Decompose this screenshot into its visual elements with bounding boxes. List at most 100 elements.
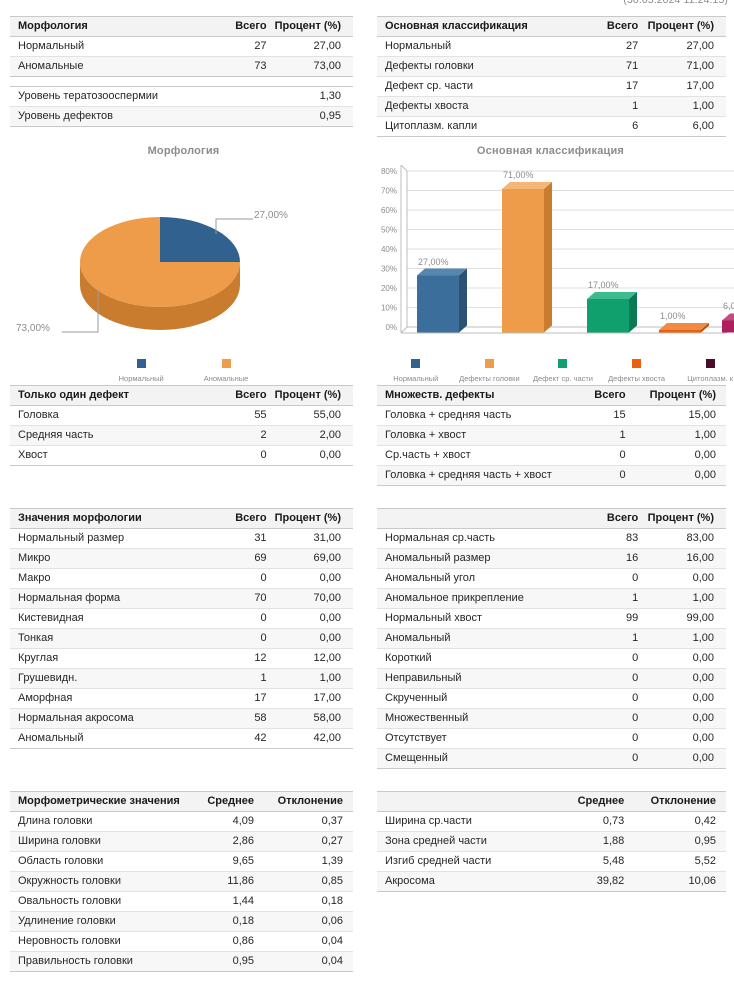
col-header-total: Всего	[572, 16, 643, 37]
row-label: Грушевидн.	[18, 672, 78, 684]
svg-text:80%: 80%	[381, 167, 397, 176]
row-sd: 0,95	[694, 835, 716, 847]
row-percent: 0,00	[692, 692, 714, 704]
table-header-row: Только один дефект Всего Процент (%)	[10, 385, 353, 406]
bar-normal[interactable]	[417, 268, 467, 333]
morphology-values-left-block: Значения морфологии Всего Процент (%) Но…	[0, 508, 367, 769]
morphology-values-right-body: Нормальная ср.часть 83 83,00 Аномальный ра…	[377, 529, 726, 769]
row-label: Средняя часть	[18, 429, 94, 441]
row-label: Макро	[18, 572, 51, 584]
bar-midpiece-defects[interactable]	[587, 292, 637, 333]
row-mean: 2,86	[232, 835, 254, 847]
row-total: 0	[632, 572, 639, 584]
pie-legend-item-abnormal[interactable]: Аномальные	[203, 359, 249, 383]
col-header-mean: Среднее	[183, 791, 258, 812]
row-label: Головка + средняя часть + хвост	[385, 469, 552, 481]
pie-slice-normal[interactable]	[160, 217, 240, 262]
row-mean: 39,82	[596, 875, 625, 887]
row-total: 0	[632, 752, 639, 764]
table-row: Нормальная ср.часть 83 83,00	[377, 529, 726, 549]
row-percent: 0,00	[319, 632, 341, 644]
table-row: Изгиб средней части 5,48 5,52	[377, 852, 726, 872]
row-mean: 4,09	[232, 815, 254, 827]
table-row: Тонкая 0 0,00	[10, 628, 353, 649]
bar-legend-item-normal[interactable]: Нормальный	[379, 359, 453, 383]
row-total: 0	[260, 449, 267, 461]
row-total: 73	[254, 60, 267, 72]
row-sd: 0,04	[321, 935, 343, 947]
row-total: 99	[625, 612, 639, 624]
col-header-name: Множеств. дефекты	[377, 385, 556, 406]
svg-text:70%: 70%	[381, 187, 397, 196]
row-percent: 1,00	[692, 592, 714, 604]
legend-swatch-icon	[136, 359, 146, 368]
table-row: Нормальная акросома 58 58,00	[10, 708, 353, 729]
legend-label: Аномальные	[203, 374, 249, 383]
row-sd: 0,04	[321, 955, 343, 967]
bar-legend-item-cytoplasmic-droplets[interactable]: Цитоплазм. к	[673, 359, 734, 383]
row-percent: 0,00	[692, 712, 714, 724]
pie-label-normal: 27,00%	[254, 210, 288, 221]
row-percent: 0,00	[692, 732, 714, 744]
row-percent: 55,00	[313, 409, 341, 421]
row-total: 27	[625, 40, 639, 52]
table-row: Дефекты хвоста 1 1,00	[377, 96, 726, 117]
row-label: Ширина головки	[18, 835, 101, 847]
row-total: 0	[260, 572, 267, 584]
row-percent: 69,00	[313, 552, 341, 564]
row-percent: 27,00	[686, 40, 714, 52]
bar-tail-defects[interactable]	[659, 323, 709, 333]
row-label: Нормальный размер	[18, 532, 125, 544]
row-total: 15	[613, 409, 626, 421]
legend-label: Нормальный	[118, 374, 164, 383]
col-header-total: Всего	[202, 16, 271, 37]
bar-legend-item-head-defects[interactable]: Дефекты головки	[453, 359, 527, 383]
bar-value-label-1: 71,00%	[503, 170, 534, 180]
table-row: Скрученный 0 0,00	[377, 689, 726, 709]
row-total: 1	[632, 632, 639, 644]
row-label: Круглая	[18, 652, 59, 664]
morphology-values-left-body: Нормальный размер 31 31,00 Микро 69 69,00 Ма…	[10, 529, 353, 749]
table-row: Длина головки 4,09 0,37	[10, 812, 353, 832]
row-total: 1	[632, 100, 639, 112]
bar-legend-item-tail-defects[interactable]: Дефекты хвоста	[600, 359, 674, 383]
col-header-name	[377, 791, 552, 812]
row-mean: 0,95	[232, 955, 254, 967]
row-label: Аномальный размер	[385, 552, 491, 564]
svg-text:20%: 20%	[381, 284, 397, 293]
table-row: Макро 0 0,00	[10, 569, 353, 589]
table-row: Грушевидн. 1 1,00	[10, 668, 353, 689]
table-row: Головка + средняя часть 15 15,00	[377, 406, 726, 426]
row-label: Смещенный	[385, 752, 448, 764]
table-header-row: Основная классификация Всего Процент (%)	[377, 16, 726, 37]
table-row: Зона средней части 1,88 0,95	[377, 831, 726, 852]
bar-legend-item-midpiece-defects[interactable]: Дефект ср. части	[526, 359, 600, 383]
pie-chart-title: Морфология	[147, 145, 220, 157]
row-total: 0	[632, 712, 639, 724]
table-row: Овальность головки 1,44 0,18	[10, 892, 353, 912]
table-header-row: Значения морфологии Всего Процент (%)	[10, 508, 353, 529]
row-label: Дефект ср. части	[385, 80, 474, 92]
col-header-percent: Процент (%)	[629, 385, 726, 406]
table-row: Кистевидная 0 0,00	[10, 609, 353, 629]
table-header-row: Морфология Всего Процент (%)	[10, 16, 353, 37]
row-label: Нормальная форма	[18, 592, 121, 604]
row-total: 83	[625, 532, 639, 544]
row-sd: 10,06	[688, 875, 716, 887]
row-percent: 99,00	[686, 612, 714, 624]
pie-legend-item-normal[interactable]: Нормальный	[119, 359, 164, 383]
col-header-mean: Среднее	[551, 791, 629, 812]
table-header-row: Множеств. дефекты Всего Процент (%)	[377, 385, 726, 406]
bar-cytoplasmic-droplets[interactable]	[722, 313, 734, 333]
col-header-name: Значения морфологии	[10, 508, 203, 529]
row-total: 27	[254, 40, 267, 52]
bar-head-defects[interactable]	[502, 182, 552, 333]
row-total: 1	[632, 592, 639, 604]
col-header-total: Всего	[555, 385, 630, 406]
row-sd: 0,37	[321, 815, 343, 827]
row-total: 58	[254, 712, 267, 724]
multiple-defects-table: Множеств. дефекты Всего Процент (%) Голо…	[377, 385, 726, 486]
legend-label: Дефекты хвоста	[608, 374, 666, 383]
row-percent: 31,00	[313, 532, 341, 544]
legend-swatch-icon	[632, 359, 642, 368]
